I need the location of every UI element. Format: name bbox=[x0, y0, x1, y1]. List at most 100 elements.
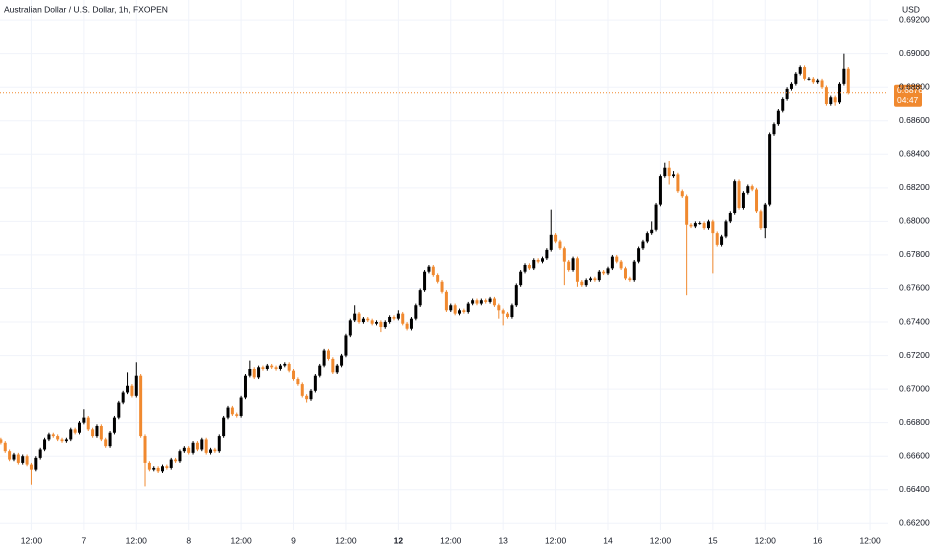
candle-body bbox=[667, 167, 671, 177]
y-tick-label: 0.67400 bbox=[899, 316, 930, 326]
candle-body bbox=[366, 318, 370, 321]
candle-body bbox=[104, 439, 108, 447]
candle-body bbox=[12, 454, 16, 460]
y-tick-label: 0.66200 bbox=[899, 518, 930, 528]
candle-body bbox=[741, 192, 745, 208]
candle-body bbox=[209, 449, 213, 453]
axis-unit: USD bbox=[902, 4, 920, 14]
candle-body bbox=[340, 355, 344, 366]
candle-body bbox=[313, 375, 317, 391]
candle-body bbox=[632, 261, 636, 281]
candle-body bbox=[348, 320, 352, 336]
candle-body bbox=[811, 78, 815, 83]
candle-body bbox=[300, 384, 304, 396]
candle-body bbox=[820, 80, 824, 88]
candle-body bbox=[278, 365, 282, 369]
candle-body bbox=[462, 310, 466, 312]
candle-body bbox=[292, 370, 296, 380]
x-tick-label: 12:00 bbox=[440, 535, 462, 545]
x-tick-label: 12:00 bbox=[545, 535, 567, 545]
candle-body bbox=[492, 298, 496, 306]
candle-body bbox=[217, 436, 221, 452]
candle-body bbox=[423, 271, 427, 291]
x-tick-label: 8 bbox=[186, 535, 191, 545]
candle-body bbox=[641, 241, 645, 249]
candle-body bbox=[152, 467, 156, 470]
candle-body bbox=[440, 281, 444, 292]
candle-body bbox=[824, 87, 828, 104]
candle-body bbox=[353, 313, 357, 321]
candle-body bbox=[361, 318, 365, 323]
candle-body bbox=[562, 248, 566, 262]
y-tick-label: 0.69200 bbox=[899, 14, 930, 24]
candle-body bbox=[270, 365, 274, 368]
candle-body bbox=[82, 417, 86, 423]
candle-body bbox=[580, 281, 584, 286]
candle-body bbox=[672, 174, 676, 177]
candle-body bbox=[453, 305, 457, 314]
candle-body bbox=[322, 350, 326, 366]
candle-body bbox=[610, 256, 614, 269]
candle-body bbox=[383, 322, 387, 328]
candle-body bbox=[165, 466, 169, 468]
candle-body bbox=[77, 422, 81, 433]
candle-body bbox=[798, 67, 802, 74]
candle-body bbox=[567, 261, 571, 271]
candle-body bbox=[274, 367, 278, 369]
candle-body bbox=[728, 213, 732, 222]
candle-body bbox=[650, 229, 654, 234]
candle-body bbox=[488, 298, 492, 302]
candle-body bbox=[29, 464, 33, 470]
candle-body bbox=[326, 350, 330, 359]
candle-body bbox=[733, 181, 737, 214]
y-tick-label: 0.66600 bbox=[899, 450, 930, 460]
x-tick-label: 12:00 bbox=[126, 535, 148, 545]
candle-body bbox=[418, 290, 422, 306]
candle-body bbox=[91, 429, 95, 437]
candle-body bbox=[283, 363, 287, 366]
candle-body bbox=[43, 439, 47, 450]
x-tick-label: 12:00 bbox=[650, 535, 672, 545]
candle-body bbox=[409, 318, 413, 329]
candle-body bbox=[737, 181, 741, 208]
candle-body bbox=[60, 439, 64, 442]
candle-body bbox=[64, 439, 68, 442]
candle-body bbox=[702, 223, 706, 229]
candle-body bbox=[645, 233, 649, 242]
candle-body bbox=[331, 358, 335, 373]
candle-body bbox=[47, 434, 51, 440]
candle-body bbox=[191, 442, 195, 453]
candle-body bbox=[357, 313, 361, 323]
candle-body bbox=[693, 223, 697, 227]
candle-body bbox=[794, 73, 798, 84]
candle-body bbox=[265, 365, 269, 369]
candle-body bbox=[658, 176, 662, 205]
candle-body bbox=[637, 248, 641, 262]
candle-body bbox=[187, 447, 191, 453]
candle-body bbox=[549, 234, 553, 250]
y-tick-label: 0.66800 bbox=[899, 417, 930, 427]
candle-body bbox=[715, 233, 719, 245]
candle-body bbox=[222, 417, 226, 437]
candle-body bbox=[484, 300, 488, 302]
candle-body bbox=[471, 300, 475, 304]
candle-body bbox=[99, 426, 103, 440]
last-price-tag bbox=[894, 84, 922, 107]
candle-body bbox=[8, 451, 12, 460]
candle-body bbox=[449, 305, 453, 311]
grid bbox=[0, 0, 888, 530]
x-tick-label: 7 bbox=[81, 535, 86, 545]
candle-body bbox=[230, 407, 234, 415]
candle-body bbox=[776, 110, 780, 125]
candle-body bbox=[803, 67, 807, 79]
candle-body bbox=[51, 434, 55, 437]
candle-body bbox=[21, 456, 25, 463]
x-tick-label: 12 bbox=[394, 535, 404, 545]
candle-body bbox=[619, 261, 623, 269]
candle-body bbox=[204, 439, 208, 453]
candle-body bbox=[706, 221, 710, 229]
candle-body bbox=[143, 436, 147, 463]
x-tick-label: 9 bbox=[291, 535, 296, 545]
candle-body bbox=[178, 451, 182, 462]
